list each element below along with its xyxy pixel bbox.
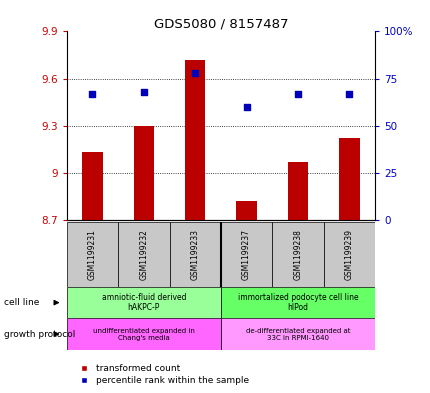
Text: GSM1199238: GSM1199238 (293, 229, 302, 280)
Bar (169, 222, 220, 287)
Bar (220, 222, 272, 287)
Text: GSM1199233: GSM1199233 (190, 229, 199, 280)
Text: GSM1199231: GSM1199231 (88, 229, 97, 280)
Bar (220, 287, 374, 318)
Bar (272, 222, 323, 287)
Bar (338, 138, 359, 220)
Bar (323, 222, 374, 287)
Text: immortalized podocyte cell line
hIPod: immortalized podocyte cell line hIPod (237, 293, 357, 312)
Bar (236, 201, 256, 220)
Bar (67, 287, 221, 318)
Text: de-differentiated expanded at
33C in RPMI-1640: de-differentiated expanded at 33C in RPM… (245, 327, 349, 341)
Bar (133, 126, 154, 220)
Bar (220, 318, 374, 350)
Point (294, 90, 301, 97)
Point (140, 89, 147, 95)
Text: growth protocol: growth protocol (4, 330, 76, 338)
Bar (287, 162, 307, 220)
Text: amniotic-fluid derived
hAKPC-P: amniotic-fluid derived hAKPC-P (101, 293, 186, 312)
Title: GDS5080 / 8157487: GDS5080 / 8157487 (153, 17, 288, 30)
Text: cell line: cell line (4, 298, 40, 307)
Bar (67, 222, 118, 287)
Point (243, 104, 249, 110)
Text: undifferentiated expanded in
Chang's media: undifferentiated expanded in Chang's med… (93, 327, 194, 341)
Text: GSM1199237: GSM1199237 (242, 229, 251, 280)
Text: GSM1199239: GSM1199239 (344, 229, 353, 280)
Bar (67, 318, 221, 350)
Legend: transformed count, percentile rank within the sample: transformed count, percentile rank withi… (71, 360, 252, 389)
Bar (82, 152, 102, 220)
Bar (184, 60, 205, 220)
Point (345, 90, 352, 97)
Point (191, 70, 198, 76)
Point (89, 90, 96, 97)
Bar (118, 222, 169, 287)
Text: GSM1199232: GSM1199232 (139, 229, 148, 280)
